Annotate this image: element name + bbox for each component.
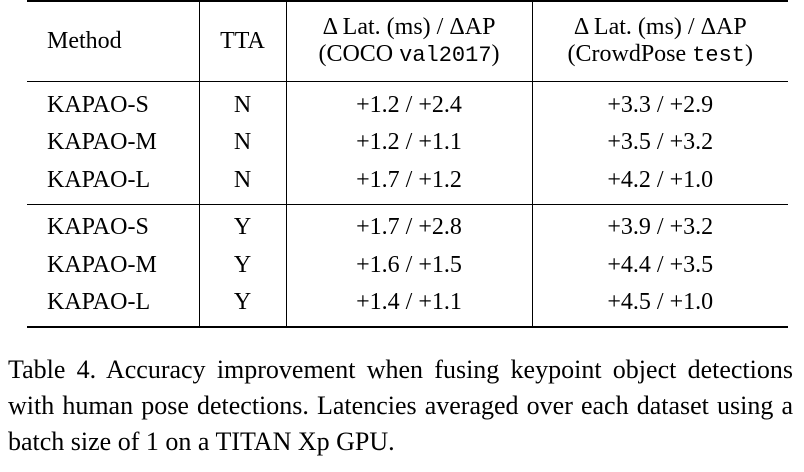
cell-tta: Y (199, 204, 287, 245)
cell-method: KAPAO-L (27, 286, 200, 327)
cell-crowdpose: +4.2 / +1.0 (607, 166, 714, 193)
cell-tta: Y (199, 286, 287, 327)
cell-method: KAPAO-S (27, 81, 200, 122)
table-row: KAPAO-S Y +1.7 / +2.8 +3.9 / +3.2 (27, 204, 788, 245)
cell-crowdpose: +4.4 / +3.5 (607, 252, 714, 278)
table-header: Method TTA Δ Lat. (ms) / ΔAP (COCO val20… (27, 1, 788, 81)
header-coco: Δ Lat. (ms) / ΔAP (COCO val2017) (286, 1, 533, 81)
header-crowdpose-dataset: (CrowdPose (567, 41, 693, 68)
header-tta: TTA (199, 1, 287, 81)
header-coco-split: val2017 (399, 43, 492, 69)
cell-coco: +1.6 / +1.5 (286, 245, 533, 286)
cell-method: KAPAO-L (27, 163, 200, 204)
cell-tta: Y (199, 245, 287, 286)
table-row: KAPAO-L Y +1.4 / +1.1 +4.5 / +1.0 (27, 286, 788, 327)
group-no-tta: KAPAO-S N +1.2 / +2.4 +3.3 / +2.9 KAPAO-… (27, 81, 788, 204)
header-crowdpose-line2: (CrowdPose test) (533, 41, 789, 68)
cell-coco: +1.4 / +1.1 (286, 286, 533, 327)
cell-method: KAPAO-S (27, 204, 200, 245)
header-crowdpose: Δ Lat. (ms) / ΔAP (CrowdPose test) (532, 1, 788, 81)
table-row: KAPAO-M Y +1.6 / +1.5 +4.4 / +3.5 (27, 245, 788, 286)
group-with-tta: KAPAO-S Y +1.7 / +2.8 +3.9 / +3.2 KAPAO-… (27, 204, 788, 327)
cell-tta: N (199, 163, 287, 204)
cell-method: KAPAO-M (27, 122, 200, 163)
header-coco-close: ) (491, 41, 500, 68)
cell-crowdpose: +4.5 / +1.0 (607, 288, 714, 315)
cell-crowdpose: +3.9 / +3.2 (607, 214, 714, 241)
header-method: Method (27, 1, 200, 81)
cell-coco: +1.2 / +2.4 (286, 81, 533, 122)
header-crowdpose-close: ) (744, 41, 753, 68)
header-coco-line1: Δ Lat. (ms) / ΔAP (322, 14, 496, 41)
cell-tta: N (199, 81, 287, 122)
cell-tta: N (199, 122, 287, 163)
table-row: KAPAO-S N +1.2 / +2.4 +3.3 / +2.9 (27, 81, 788, 122)
cell-coco: +1.2 / +1.1 (286, 122, 533, 163)
header-coco-line2: (COCO val2017) (287, 41, 532, 68)
table-row: KAPAO-M N +1.2 / +1.1 +3.5 / +3.2 (27, 122, 788, 163)
table-row: KAPAO-L N +1.7 / +1.2 +4.2 / +1.0 (27, 163, 788, 204)
table-caption: Table 4. Accuracy improvement when fusin… (8, 355, 793, 456)
cell-crowdpose: +3.3 / +2.9 (607, 92, 714, 119)
header-crowdpose-line1: Δ Lat. (ms) / ΔAP (573, 14, 747, 41)
cell-crowdpose: +3.5 / +3.2 (607, 129, 714, 155)
header-crowdpose-split: test (692, 43, 745, 69)
cell-coco: +1.7 / +1.2 (286, 163, 533, 204)
cell-method: KAPAO-M (27, 245, 200, 286)
results-table: Method TTA Δ Lat. (ms) / ΔAP (COCO val20… (27, 0, 788, 328)
cell-coco: +1.7 / +2.8 (286, 204, 533, 245)
header-coco-dataset: (COCO (318, 41, 400, 68)
header-row: Method TTA Δ Lat. (ms) / ΔAP (COCO val20… (27, 1, 788, 81)
